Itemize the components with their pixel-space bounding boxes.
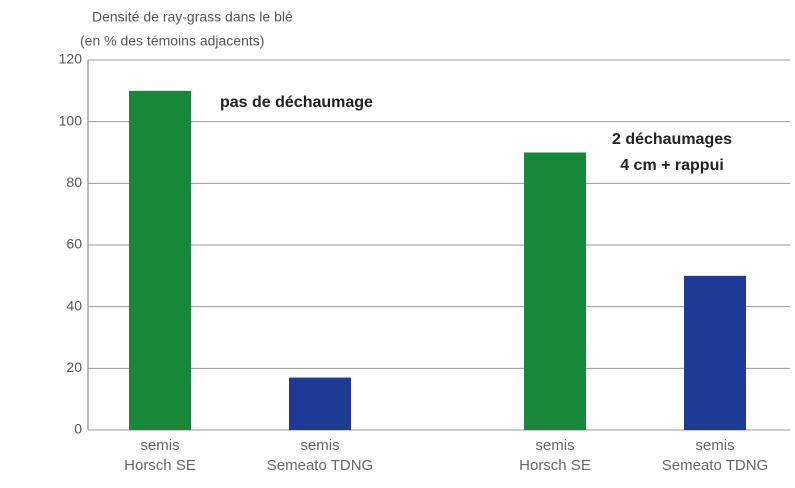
- y-tick-label: 80: [66, 174, 82, 190]
- y-tick-label: 20: [66, 359, 82, 375]
- x-tick-label: semis Semeato TDNG: [661, 437, 769, 474]
- y-tick-label: 120: [59, 51, 83, 67]
- bar: [129, 90, 191, 430]
- y-tick-label: 40: [66, 297, 82, 313]
- chart-subtitle: (en % des témoins adjacents): [80, 33, 264, 49]
- y-tick-label: 60: [66, 236, 82, 252]
- bar: [524, 152, 586, 430]
- x-tick-label: semis Semeato TDNG: [266, 437, 374, 474]
- bar: [684, 275, 746, 430]
- y-tick-label: 0: [74, 421, 82, 437]
- chart-title: Densité de ray-grass dans le blé: [92, 9, 293, 25]
- y-tick-label: 100: [59, 112, 83, 128]
- annotation: pas de déchaumage: [220, 94, 373, 111]
- x-tick-label: semis Horsch SE: [124, 437, 196, 474]
- annotation: 4 cm + rappui: [620, 157, 724, 174]
- annotation: 2 déchaumages: [612, 131, 732, 148]
- x-tick-label: semis Horsch SE: [519, 437, 591, 474]
- bar: [289, 377, 351, 430]
